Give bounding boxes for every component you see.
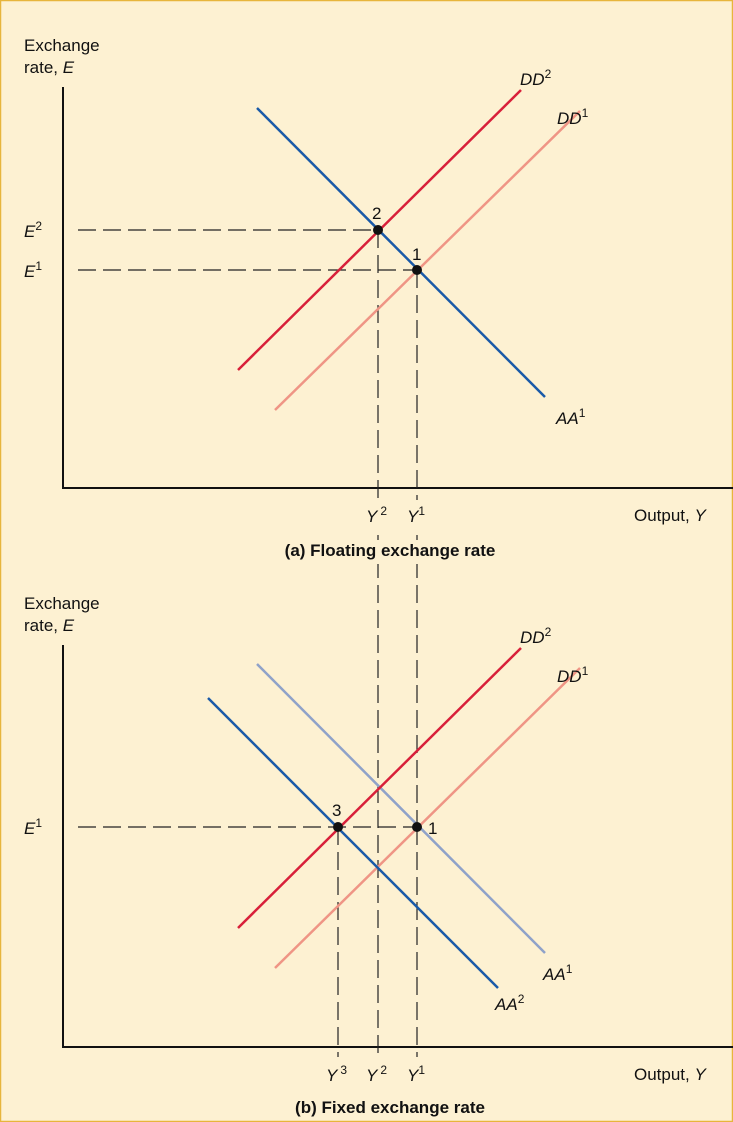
panel-b-dd2-label: DD2: [520, 625, 552, 647]
panel-b-dd1-curve: [274, 667, 581, 969]
panel-b-x-axis-title-prefix: Output,: [634, 1065, 694, 1084]
panel-b-e1-sup: 1: [35, 816, 42, 830]
panel-a-y1-base: Y: [407, 507, 420, 526]
panel-a-point-1-label: 1: [412, 245, 421, 264]
panel-a-y-axis-title-line2: rate, E: [24, 58, 75, 77]
panel-b-y2-base: Y: [366, 1066, 379, 1085]
panel-a-point-1: [412, 265, 422, 275]
panel-a-x-axis-title-var: Y: [694, 506, 707, 525]
panel-a-y2-base: Y: [366, 507, 379, 526]
panel-b-y3-base: Y: [326, 1066, 339, 1085]
panel-b-point-3-label: 3: [332, 801, 341, 820]
panel-a-e1-base: E: [24, 262, 36, 281]
panel-a-e2-label: E2: [24, 219, 42, 241]
panel-a-e1-label: E1: [24, 259, 42, 281]
panel-b-caption: (b) Fixed exchange rate: [295, 1098, 485, 1117]
panel-b-e1-label: E1: [24, 816, 42, 838]
panel-a-dd2-base: DD: [520, 70, 545, 89]
panel-b-x-axis-title: Output, Y: [634, 1065, 707, 1084]
caption-a-backdrop: [230, 540, 550, 564]
panel-b-y3-sup: 3: [340, 1063, 347, 1077]
panel-b-aa1-sup: 1: [566, 962, 573, 976]
panel-a-dd1-base: DD: [557, 109, 582, 128]
panel-b-aa2-curve: [207, 697, 499, 989]
panel-b-dd2-base: DD: [520, 628, 545, 647]
panel-b-y-axis-title-line1: Exchange: [24, 594, 100, 613]
panel-b-point-1: [412, 822, 422, 832]
panel-b-y-axis-title-line2: rate, E: [24, 616, 75, 635]
panel-b-aa1-base: AA: [542, 965, 566, 984]
panel-a-dd1-sup: 1: [582, 106, 589, 120]
panel-b-dd1-label: DD1: [557, 664, 589, 686]
panel-a-e2-sup: 2: [35, 219, 42, 233]
panel-a-dd2-label: DD2: [520, 67, 552, 89]
panel-b-y1-base: Y: [407, 1066, 420, 1085]
panel-b-x-axis-title-var: Y: [694, 1065, 707, 1084]
panel-b-e1-base: E: [24, 819, 36, 838]
panel-b-y2-sup: 2: [380, 1063, 387, 1077]
panel-a-aa1-curve: [256, 107, 546, 398]
panel-a-y2-sup: 2: [380, 504, 387, 518]
panel-b-dd2-sup: 2: [545, 625, 552, 639]
panel-a-point-2: [373, 225, 383, 235]
panel-a-aa1-sup: 1: [579, 406, 586, 420]
panel-a-point-2-label: 2: [372, 204, 381, 223]
panel-a-x-axis-title: Output, Y: [634, 506, 707, 525]
panel-b-dd2-curve: [237, 647, 522, 929]
panel-a-y-axis-title-prefix: rate,: [24, 58, 63, 77]
panel-b-point-1-label: 1: [428, 819, 437, 838]
panel-b-aa2-sup: 2: [518, 992, 525, 1006]
panel-a-aa1-base: AA: [555, 409, 579, 428]
panel-b-y1-label: Y1: [407, 1063, 425, 1085]
panel-a-e2-base: E: [24, 222, 36, 241]
panel-b-aa2-label: AA2: [494, 992, 525, 1014]
panel-a-y-axis-title-var: E: [63, 58, 75, 77]
panel-b-y1-sup: 1: [418, 1063, 425, 1077]
panel-b-dd1-sup: 1: [582, 664, 589, 678]
panel-a-e1-sup: 1: [35, 259, 42, 273]
panel-a-x-axis-title-prefix: Output,: [634, 506, 694, 525]
panel-a-dd2-sup: 2: [545, 67, 552, 81]
panel-b-y-axis-title-var: E: [63, 616, 75, 635]
panel-b-aa1-curve: [256, 663, 546, 954]
panel-a-y1-sup: 1: [418, 504, 425, 518]
panel-a-y-axis-title-line1: Exchange: [24, 36, 100, 55]
panel-b-y-axis-title-prefix: rate,: [24, 616, 63, 635]
panel-a-dd1-curve: [274, 110, 581, 411]
panel-a-y1-label: Y1: [407, 504, 425, 526]
panel-b-aa2-base: AA: [494, 995, 518, 1014]
panel-b-aa1-label: AA1: [542, 962, 573, 984]
panel-a-aa1-label: AA1: [555, 406, 586, 428]
panel-a-caption-overlay: (a) Floating exchange rate: [285, 541, 496, 560]
panel-b-dd1-base: DD: [557, 667, 582, 686]
panel-b-point-3: [333, 822, 343, 832]
panel-a-dd1-label: DD1: [557, 106, 589, 128]
